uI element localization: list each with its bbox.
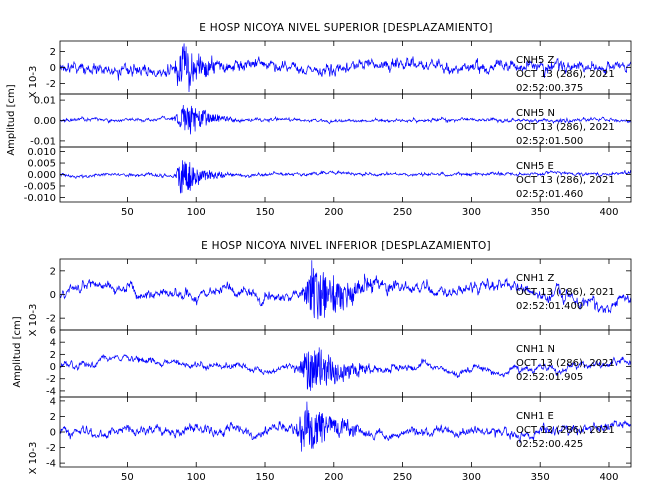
station-time-label: 02:52:01.500 [516,136,583,147]
series-trace [59,43,632,93]
station-component-label: CNH5 Z [516,55,555,66]
y-tick-label: 2 [50,266,56,277]
station-time-label: 02:52:01.905 [516,372,583,383]
station-component-label: CNH5 N [516,108,555,119]
y-tick-label: 0.000 [27,170,56,181]
y-tick-label: -2 [46,443,56,454]
station-date-label: OCT 13 (286), 2021 [516,175,615,186]
x-tick-label: 150 [255,472,274,483]
series-trace [59,104,632,135]
top-y-axis-label: Amplitud [cm] [6,84,17,155]
station-date-label: OCT 13 (286), 2021 [516,122,615,133]
y-tick-label: -4 [46,386,56,397]
station-component-label: CNH1 Z [516,273,555,284]
x-tick-label: 300 [462,472,481,483]
y-tick-label: -4 [46,459,56,470]
y-tick-label: 0 [50,63,56,74]
station-time-label: 02:52:01.400 [516,301,583,312]
x-tick-label: 50 [121,207,134,218]
y-tick-label: -0.005 [24,181,56,192]
x-tick-label: 200 [324,472,343,483]
y-tick-label: 6 [50,326,56,337]
y-tick-label: -2 [46,314,56,325]
amplitude-scale-label: X 10-3 [28,304,39,337]
y-tick-label: 4 [50,338,56,349]
series-trace [59,260,632,320]
station-component-label: CNH1 E [516,411,554,422]
x-tick-label: 300 [462,207,481,218]
y-tick-label: 2 [50,350,56,361]
y-tick-label: 0.00 [34,116,56,127]
y-tick-label: 0.01 [34,96,56,107]
station-time-label: 02:52:00.425 [516,439,583,450]
x-tick-label: 400 [599,472,618,483]
station-time-label: 02:52:01.460 [516,189,583,200]
x-tick-label: 350 [531,207,550,218]
y-tick-label: 4 [50,396,56,407]
x-tick-label: 350 [531,472,550,483]
series-trace [59,401,632,452]
station-component-label: CNH1 N [516,344,555,355]
y-tick-label: 2 [50,47,56,58]
panel-cnh1-e: 4 2 0 -2 -4 CNH1 E OCT 13 (286), 2021 02:52:00.… [28,396,632,475]
x-tick-label: 100 [187,207,206,218]
x-tick-label: 50 [121,472,134,483]
y-tick-label: 0 [50,428,56,439]
y-tick-label: 0.010 [27,147,56,158]
y-tick-label: -0.010 [24,193,56,204]
station-component-label: CNH5 E [516,161,554,172]
x-tick-label: 400 [599,207,618,218]
y-tick-label: 0 [50,362,56,373]
station-date-label: OCT 13 (286), 2021 [516,287,615,298]
series-trace [59,347,632,391]
y-tick-label: -2 [46,79,56,90]
series-trace [59,160,632,194]
x-tick-label: 250 [393,472,412,483]
y-tick-label: 0.005 [27,159,56,170]
y-tick-label: 0 [50,290,56,301]
top-chart-title: E HOSP NICOYA NIVEL SUPERIOR [DESPLAZAMI… [199,22,493,34]
station-date-label: OCT 13 (286), 2021 [516,358,615,369]
y-tick-label: 2 [50,412,56,423]
bottom-y-axis-label: Amplitud [cm] [12,316,23,387]
y-tick-label: -0.01 [30,136,56,147]
station-time-label: 02:52:00.375 [516,83,583,94]
station-date-label: OCT 13 (286), 2021 [516,425,615,436]
panel-cnh5-n: 0.01 0.00 -0.01 CNH5 N OCT 13 (286), 2021 02:… [30,93,632,148]
x-tick-label: 250 [393,207,412,218]
amplitude-scale-label: X 10-3 [28,442,39,475]
y-tick-label: -2 [46,374,56,385]
x-tick-label: 150 [255,207,274,218]
x-tick-label: 200 [324,207,343,218]
station-date-label: OCT 13 (286), 2021 [516,69,615,80]
x-tick-label: 100 [187,472,206,483]
amplitude-scale-label: X 10-3 [28,66,39,99]
bottom-chart-title: E HOSP NICOYA NIVEL INFERIOR [DESPLAZAMI… [201,240,491,252]
